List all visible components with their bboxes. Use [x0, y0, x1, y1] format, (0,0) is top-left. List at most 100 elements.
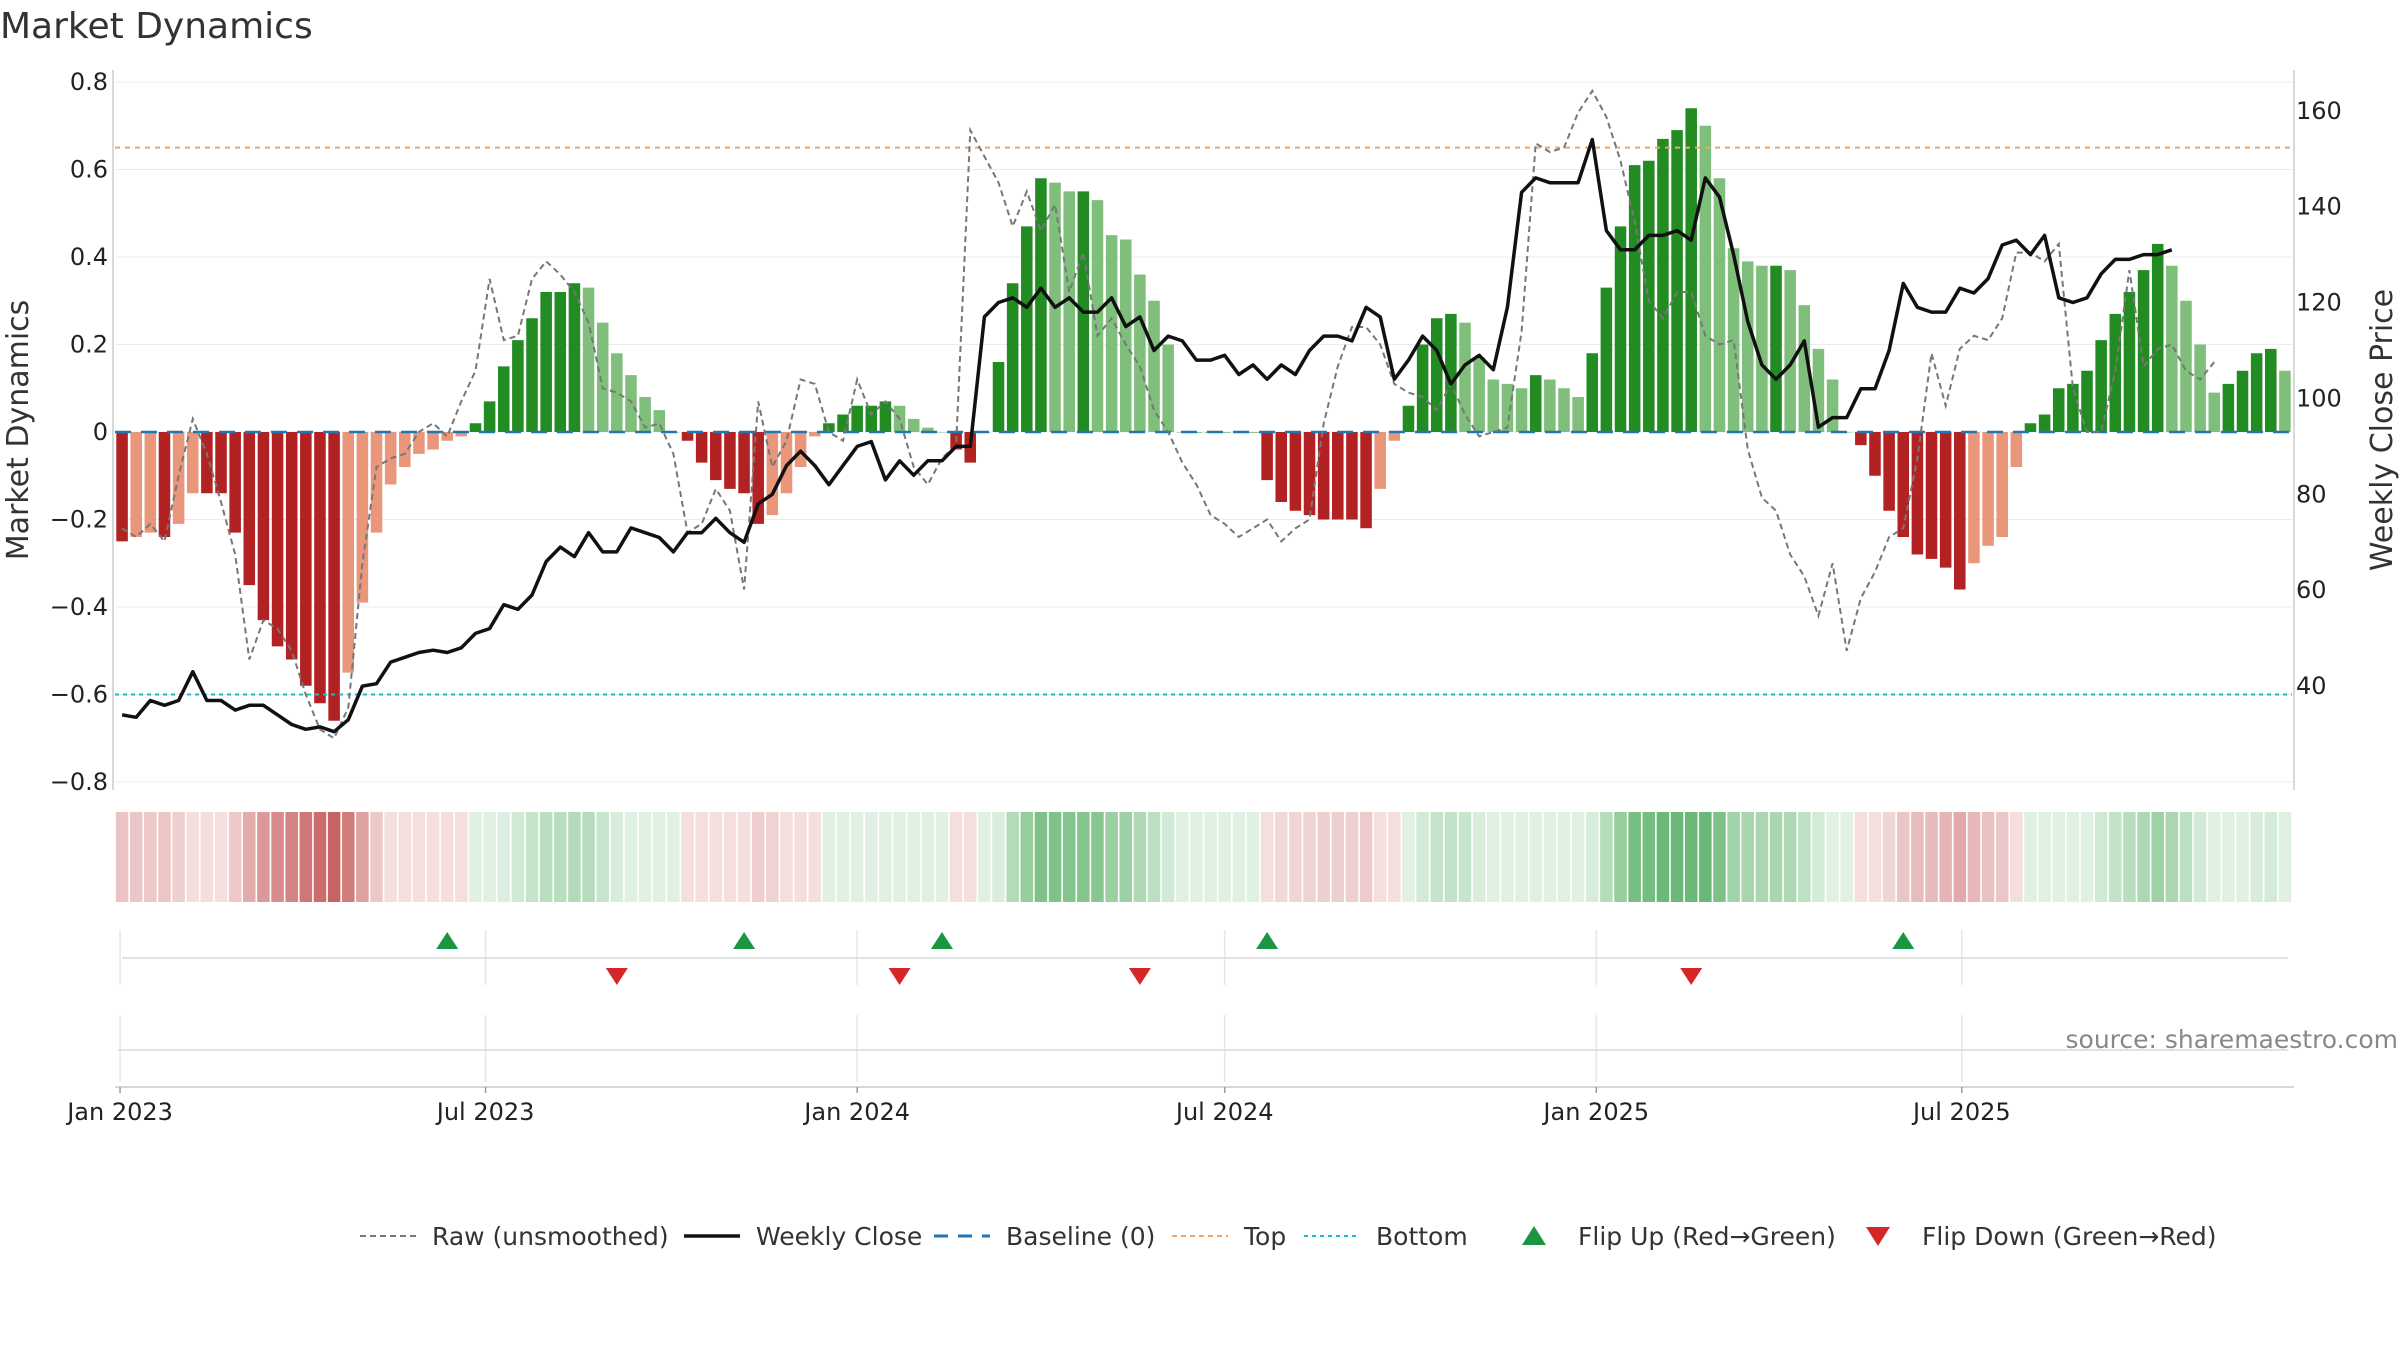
heat-cell — [271, 812, 284, 902]
dynamics-bar — [1529, 375, 1542, 432]
heat-cell — [1713, 812, 1726, 902]
legend-label: Top — [1243, 1222, 1286, 1251]
dynamics-bar — [752, 432, 764, 524]
heat-cell — [1953, 812, 1967, 902]
heat-cell — [2165, 812, 2179, 902]
heat-cell — [1727, 812, 1740, 902]
heat-cell — [1416, 812, 1429, 902]
heat-cell — [808, 812, 822, 902]
heat-cell — [1331, 812, 1345, 902]
dynamics-bar — [1727, 248, 1740, 432]
heat-cell — [1218, 812, 1231, 902]
dynamics-bar — [2250, 353, 2263, 432]
dynamics-bar — [1911, 432, 1924, 555]
heat-cell — [610, 812, 624, 902]
dynamics-bar — [808, 432, 821, 437]
dynamics-bar — [625, 375, 637, 432]
heat-cell — [228, 812, 242, 902]
dynamics-bar — [1713, 178, 1726, 432]
dynamics-bar — [1643, 160, 1655, 432]
dynamics-bar — [1275, 432, 1288, 502]
heat-cell — [667, 812, 680, 902]
heat-cell — [2024, 812, 2037, 902]
dynamics-bar — [2109, 313, 2122, 432]
dynamics-bar — [823, 423, 835, 432]
heat-cell — [1769, 812, 1783, 902]
heat-cell — [1826, 812, 1839, 902]
dynamics-bar — [342, 432, 355, 673]
dynamics-bar — [936, 432, 948, 433]
left-tick-label: −0.6 — [50, 681, 108, 709]
dynamics-bar — [1968, 432, 1980, 564]
heat-cell — [1600, 812, 1613, 902]
heat-cell — [836, 812, 850, 902]
legend-flip-down-swatch — [1866, 1227, 1890, 1246]
dynamics-bar — [1303, 432, 1316, 516]
heat-cell — [1868, 812, 1882, 902]
left-tick-label: 0.8 — [70, 68, 108, 96]
heat-cell — [1034, 812, 1048, 902]
heat-cell — [681, 812, 694, 902]
dynamics-bar — [2236, 370, 2249, 432]
heat-cell — [1091, 812, 1104, 902]
heat-cell — [2038, 812, 2051, 902]
dynamics-bar — [1006, 283, 1019, 432]
dynamics-bar — [1939, 432, 1952, 568]
dynamics-bar — [1501, 383, 1514, 432]
heat-cell — [1642, 812, 1656, 902]
heat-cell — [144, 812, 157, 902]
dynamics-bar — [780, 432, 793, 494]
left-tick-label: −0.2 — [50, 506, 108, 534]
dynamics-bar — [554, 292, 567, 432]
dynamics-bar — [837, 414, 849, 432]
heat-cell — [285, 812, 298, 902]
dynamics-bar — [1855, 432, 1867, 446]
flip-down-marker — [888, 968, 911, 985]
flip-markers — [436, 932, 1915, 985]
heat-cell — [2010, 812, 2023, 902]
dynamics-bar — [540, 292, 552, 432]
heat-cell — [1119, 812, 1133, 902]
heat-cell — [822, 812, 836, 902]
heat-cell — [1388, 812, 1401, 902]
heat-cell — [766, 812, 779, 902]
right-tick-label: 80 — [2296, 480, 2327, 508]
dynamics-bar — [1685, 108, 1697, 432]
dynamics-bar — [1558, 388, 1570, 432]
heat-cell — [1373, 812, 1387, 902]
heat-cell — [949, 812, 963, 902]
right-tick-label: 140 — [2296, 193, 2342, 221]
dynamics-bar — [1628, 165, 1641, 432]
heat-cell — [341, 812, 355, 902]
heat-cell — [497, 812, 511, 902]
dynamics-bar — [1063, 191, 1075, 432]
heat-cell — [1529, 812, 1542, 902]
dynamics-bar — [413, 432, 425, 454]
dynamics-bar — [681, 432, 694, 441]
dynamics-bar — [1826, 379, 1839, 432]
heat-cell — [483, 812, 496, 902]
dynamics-bar — [186, 432, 199, 494]
dynamics-bar — [1105, 235, 1118, 432]
dynamics-bar — [582, 287, 595, 432]
dynamics-bar — [300, 432, 312, 686]
heat-cell — [1472, 812, 1486, 902]
heat-cell — [2066, 812, 2080, 902]
dynamics-bar — [257, 432, 270, 621]
flip-down-marker — [1680, 968, 1703, 985]
heat-cell — [1515, 812, 1528, 902]
axes-layer: −0.8 −0.6 −0.4 −0.2 0 0.2 0.4 0.6 0.8 40 60 80 100 12… — [50, 68, 2342, 1126]
heat-cell — [568, 812, 581, 902]
left-tick-label: −0.8 — [50, 768, 108, 796]
flip-down-marker — [605, 968, 628, 985]
dynamics-bar — [1332, 432, 1344, 520]
heat-cell — [525, 812, 539, 902]
heat-cell — [313, 812, 327, 902]
heat-cell — [2222, 812, 2235, 902]
heat-cell — [935, 812, 949, 902]
heat-cell — [1274, 812, 1288, 902]
dynamics-bar — [2194, 344, 2206, 432]
dynamics-bar — [1360, 432, 1372, 529]
heat-cell — [709, 812, 723, 902]
flip-up-marker — [1256, 932, 1279, 949]
